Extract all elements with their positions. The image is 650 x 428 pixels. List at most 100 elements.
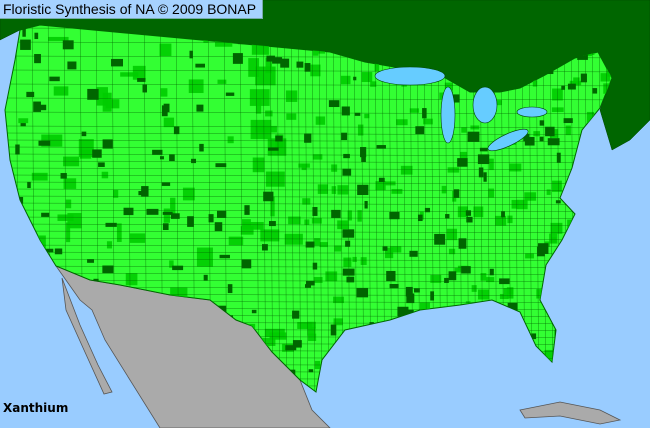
county-patch: [324, 388, 336, 392]
county-patch: [26, 91, 35, 98]
county-patch: [20, 39, 31, 50]
county-patch: [132, 65, 146, 80]
county-patch: [628, 226, 632, 230]
county-patch: [446, 228, 458, 241]
county-patch: [392, 367, 403, 375]
county-patch: [540, 366, 551, 374]
county-patch: [617, 373, 627, 382]
county-patch: [297, 321, 312, 329]
county-patch: [563, 118, 573, 124]
county-border: [311, 25, 316, 392]
county-patch: [499, 278, 510, 285]
county-patch: [333, 318, 343, 326]
county-patch: [548, 273, 553, 280]
county-patch: [556, 152, 561, 163]
county-patch: [361, 339, 368, 347]
county-patch: [382, 246, 388, 251]
county-patch: [561, 300, 574, 308]
county-patch: [317, 184, 329, 194]
county-border: [5, 244, 612, 248]
county-border: [5, 125, 612, 129]
county-patch: [595, 175, 604, 181]
lake-michigan: [440, 86, 456, 144]
county-patch: [161, 182, 171, 186]
county-patch: [467, 131, 480, 142]
county-patch: [18, 118, 29, 124]
county-patch: [362, 394, 373, 400]
county-patch: [417, 214, 423, 222]
county-patch: [333, 296, 345, 304]
county-patch: [610, 364, 612, 374]
county-patch: [424, 207, 431, 213]
county-patch: [409, 108, 419, 113]
county-patch: [129, 233, 146, 243]
county-border: [318, 25, 323, 392]
county-patch: [495, 343, 502, 350]
county-patch: [532, 80, 538, 87]
county-patch: [315, 116, 326, 125]
county-patch: [312, 207, 318, 216]
county-patch: [413, 288, 420, 293]
county-patch: [552, 180, 562, 192]
county-patch: [22, 28, 26, 37]
county-patch: [138, 191, 143, 196]
county-border: [5, 139, 612, 143]
county-patch: [54, 248, 63, 255]
county-patch: [565, 125, 571, 136]
county-patch: [260, 337, 276, 346]
county-patch: [340, 75, 351, 85]
county-patch: [376, 145, 386, 149]
county-patch: [42, 248, 54, 253]
county-patch: [90, 321, 96, 325]
county-patch: [389, 211, 400, 220]
county-patch: [301, 163, 307, 171]
county-patch: [479, 147, 488, 152]
county-patch: [461, 127, 467, 133]
county-patch: [444, 322, 457, 332]
county-patch: [337, 185, 349, 195]
county-patch: [480, 273, 487, 281]
county-patch: [312, 262, 318, 270]
county-patch: [45, 277, 64, 291]
county-patch: [406, 293, 415, 304]
county-patch: [353, 367, 361, 373]
county-patch: [363, 336, 376, 343]
county-patch: [172, 265, 184, 271]
county-patch: [67, 213, 82, 229]
county-patch: [113, 189, 119, 198]
county-patch: [45, 320, 53, 332]
county-patch: [66, 222, 71, 243]
county-patch: [364, 200, 368, 209]
county-patch: [78, 139, 94, 158]
county-patch: [585, 193, 595, 197]
county-patch: [498, 372, 511, 382]
county-patch: [554, 329, 567, 339]
county-patch: [488, 317, 499, 329]
county-patch: [215, 163, 227, 168]
county-patch: [375, 181, 386, 191]
cuba: [519, 401, 622, 425]
county-patch: [65, 199, 72, 209]
county-patch: [483, 172, 487, 182]
taxon-label: Xanthium: [3, 401, 69, 415]
county-patch: [101, 171, 109, 179]
county-patch: [244, 205, 250, 215]
county-patch: [457, 373, 467, 379]
county-patch: [472, 304, 483, 310]
county-patch: [14, 196, 24, 204]
county-patch: [558, 297, 567, 309]
county-patch: [240, 226, 254, 235]
county-patch: [187, 216, 194, 227]
county-patch: [61, 367, 71, 379]
county-patch: [368, 327, 377, 338]
county-patch: [613, 207, 624, 219]
county-patch: [477, 376, 489, 384]
county-patch: [160, 88, 168, 97]
county-patch: [346, 276, 355, 283]
county-border: [5, 153, 612, 157]
county-border: [5, 223, 612, 227]
county-patch: [601, 358, 607, 364]
county-patch: [545, 375, 551, 384]
county-patch: [266, 55, 275, 62]
county-patch: [536, 289, 545, 299]
